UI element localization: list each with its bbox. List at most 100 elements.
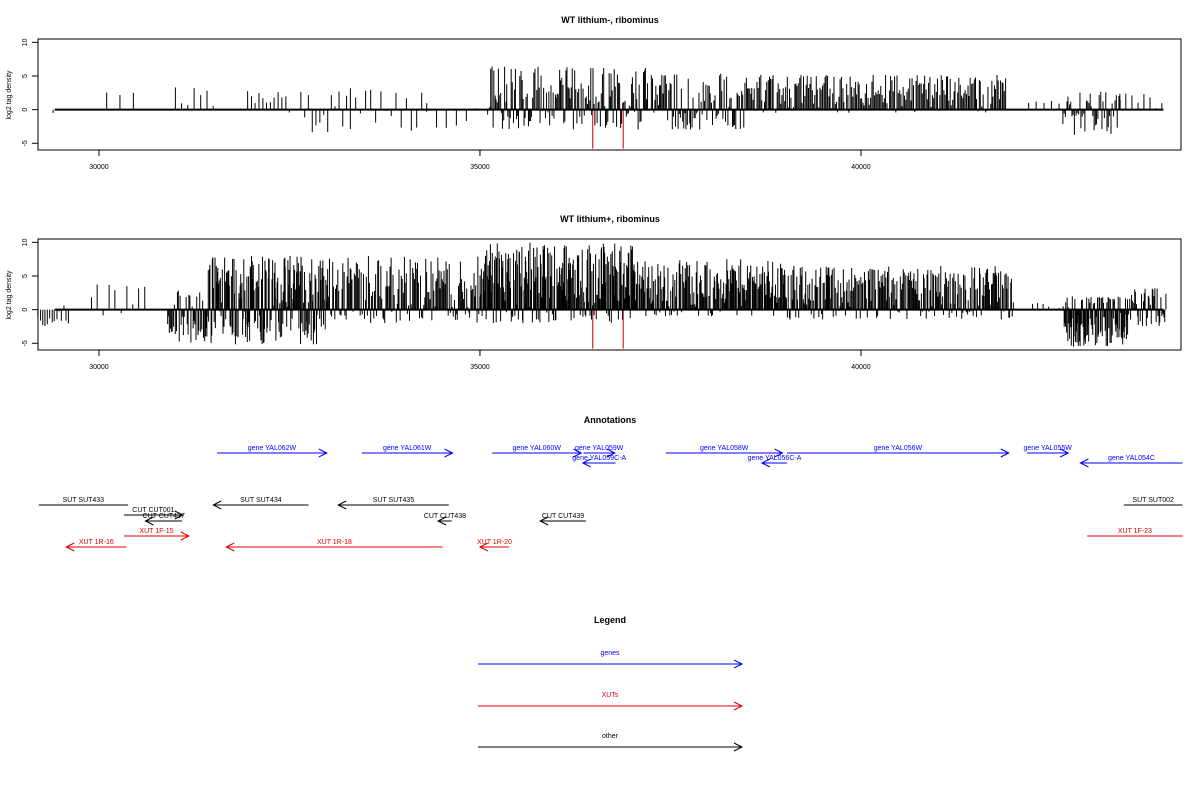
arrow-head — [174, 510, 184, 520]
annotations-title: Annotations — [584, 415, 637, 425]
arrow-head — [1060, 448, 1070, 458]
feature-label: gene YAL059W — [575, 445, 624, 452]
legend-label: other — [602, 733, 619, 740]
annotation-feature: CUT CUT438 — [424, 513, 466, 526]
arrow-head — [774, 448, 784, 458]
arrow-head — [760, 458, 771, 468]
feature-label: gene YAL058W — [700, 445, 749, 452]
annotation-feature: CUT CUT437 — [143, 513, 185, 526]
arrow-head — [212, 500, 222, 510]
annotation-feature: XUT 1R-18 — [225, 539, 443, 552]
feature-label: SUT SUT433 — [63, 497, 105, 504]
x-tick-label: 40000 — [851, 164, 871, 171]
feature-label: CUT CUT438 — [424, 513, 466, 520]
feature-label: gene YAL055W — [1023, 445, 1072, 452]
y-tick-label: 0 — [22, 108, 29, 112]
legend-item: genes — [478, 650, 744, 669]
feature-label: CUT CUT437 — [143, 513, 185, 520]
legend-label: genes — [600, 650, 620, 657]
feature-label: XUT 1R-16 — [79, 539, 114, 546]
feature-label: XUT 1F-15 — [139, 528, 173, 535]
arrow-head — [573, 448, 583, 458]
legend-item: XUTs — [478, 692, 744, 711]
arrow-head — [180, 531, 190, 541]
annotation-feature: gene YAL062W — [217, 445, 328, 458]
annotation-feature: SUT SUT434 — [212, 497, 309, 510]
x-tick-label: 30000 — [89, 164, 109, 171]
y-axis-label: log2 tag density — [6, 70, 13, 120]
y-tick-label: -5 — [22, 140, 29, 146]
feature-label: XUT 1F-23 — [1118, 528, 1152, 535]
annotation-feature: gene YAL060W — [492, 445, 583, 458]
y-axis-label: log2 tag density — [6, 270, 13, 320]
arrow-head — [733, 659, 744, 669]
annotation-feature: gene YAL061W — [361, 445, 454, 458]
arrow-head — [581, 458, 592, 468]
annotation-feature: SUT SUT002 — [1123, 497, 1183, 506]
annotation-feature: XUT 1F-23 — [1087, 528, 1183, 537]
arrow-head — [733, 701, 744, 711]
annotation-feature: gene YAL058W — [665, 445, 784, 458]
x-tick-label: 40000 — [851, 364, 871, 371]
arrow-head — [436, 516, 447, 526]
arrow-head — [337, 500, 347, 510]
feature-label: gene YAL056C-A — [748, 455, 802, 462]
feature-label: gene YAL061W — [383, 445, 432, 452]
arrow-head — [1000, 448, 1010, 458]
y-tick-label: 10 — [22, 38, 29, 46]
arrow-head — [1079, 458, 1089, 468]
feature-label: SUT SUT002 — [1132, 497, 1174, 504]
annotations-track: Annotations gene YAL062W gene YAL061W gene… — [38, 415, 1183, 552]
coverage-panel-lithium-minus: WT lithium-, ribominus log2 tag density … — [6, 15, 1182, 171]
annotation-feature: SUT SUT435 — [337, 497, 449, 510]
annotation-feature: gene YAL059W — [575, 445, 624, 458]
feature-label: gene YAL059C-A — [572, 455, 626, 462]
feature-label: gene YAL056W — [874, 445, 923, 452]
annotation-feature: CUT CUT001 — [124, 507, 184, 520]
annotation-feature: gene YAL059C-A — [572, 455, 626, 468]
feature-label: gene YAL054C — [1108, 455, 1155, 462]
x-tick-label: 30000 — [89, 364, 109, 371]
y-tick-label: 5 — [22, 74, 29, 78]
arrow-head — [225, 542, 235, 552]
panel-title: WT lithium+, ribominus — [560, 214, 660, 224]
annotation-feature: SUT SUT433 — [38, 497, 128, 506]
x-tick-label: 35000 — [470, 164, 490, 171]
feature-label: gene YAL060W — [513, 445, 562, 452]
x-tick-label: 35000 — [470, 364, 490, 371]
arrow-head — [539, 516, 549, 526]
annotation-feature: gene YAL056C-A — [748, 455, 802, 468]
feature-label: CUT CUT439 — [542, 513, 584, 520]
annotation-feature: gene YAL056W — [787, 445, 1010, 458]
arrow-head — [318, 448, 328, 458]
annotation-feature: XUT 1R-16 — [65, 539, 127, 552]
legend-label: XUTs — [602, 692, 619, 699]
y-tick-label: 5 — [22, 274, 29, 278]
y-tick-label: 10 — [22, 238, 29, 246]
arrow-head — [65, 542, 75, 552]
plot-frame — [37, 238, 1182, 351]
arrow-head — [478, 542, 489, 552]
legend-title: Legend — [594, 615, 626, 625]
annotation-feature: XUT 1R-20 — [477, 539, 512, 552]
legend: Legend genes XUTs other — [478, 615, 744, 752]
feature-label: SUT SUT435 — [373, 497, 415, 504]
coverage-panel-lithium-plus: WT lithium+, ribominus log2 tag density … — [6, 214, 1182, 371]
feature-label: SUT SUT434 — [240, 497, 282, 504]
plot-frame — [37, 38, 1182, 151]
annotation-feature: gene YAL054C — [1079, 455, 1183, 468]
y-tick-label: -5 — [22, 340, 29, 346]
panel-title: WT lithium-, ribominus — [561, 15, 659, 25]
annotation-feature: CUT CUT439 — [539, 513, 586, 526]
arrow-head — [144, 516, 154, 526]
feature-label: XUT 1R-18 — [317, 539, 352, 546]
arrow-head — [444, 448, 454, 458]
arrow-head — [606, 448, 616, 458]
legend-item: other — [478, 733, 744, 752]
feature-label: gene YAL062W — [248, 445, 297, 452]
feature-label: CUT CUT001 — [132, 507, 174, 514]
arrow-head — [733, 742, 744, 752]
annotation-feature: XUT 1F-15 — [124, 528, 190, 541]
y-tick-label: 0 — [22, 308, 29, 312]
